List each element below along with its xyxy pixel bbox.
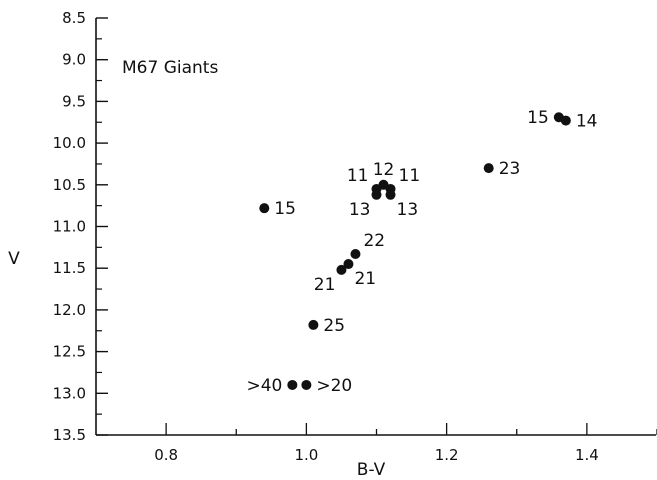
y-tick-label: 13.5 — [53, 426, 86, 444]
data-point — [259, 203, 270, 214]
plot-axes — [95, 18, 656, 436]
data-point — [287, 379, 298, 390]
point-label: 11 — [347, 166, 369, 186]
point-label: 22 — [363, 231, 385, 251]
point-label: 12 — [373, 160, 395, 180]
point-label: 13 — [397, 200, 419, 220]
point-label: 21 — [354, 269, 376, 289]
y-tick-label: 12.5 — [53, 343, 86, 361]
point-label: >40 — [246, 376, 282, 396]
point-label: 14 — [576, 112, 598, 132]
y-tick-label: 8.5 — [62, 9, 86, 27]
x-axis-label: B-V — [357, 460, 386, 480]
data-point — [385, 189, 396, 200]
point-label: >20 — [316, 376, 352, 396]
data-point — [301, 379, 312, 390]
point-label: 23 — [499, 159, 521, 179]
x-tick-label: 1.0 — [294, 446, 318, 464]
y-tick-label: 10.5 — [53, 176, 86, 194]
data-point — [560, 115, 571, 126]
y-axis-label: V — [8, 249, 20, 269]
y-tick-label: 10.0 — [53, 134, 86, 152]
data-point — [371, 189, 382, 200]
y-tick-label: 11.0 — [53, 218, 86, 236]
point-label: 15 — [527, 108, 549, 128]
point-label: 21 — [314, 275, 336, 295]
x-tick-label: 1.4 — [575, 446, 599, 464]
x-tick-label: 0.8 — [154, 446, 178, 464]
y-tick-label: 9.0 — [62, 51, 86, 69]
y-tick-label: 13.0 — [53, 384, 86, 402]
y-tick-label: 11.5 — [53, 259, 86, 277]
y-tick-label: 12.0 — [53, 301, 86, 319]
axis-ticks: 8.5 9.0 9.5 10.0 10.5 11.0 11.5 12.0 12.5 13.0 13.… — [53, 9, 657, 464]
chart-title: M67 Giants — [122, 58, 218, 78]
point-label: 11 — [399, 166, 421, 186]
point-label: 15 — [274, 199, 296, 219]
point-label: 25 — [323, 316, 345, 336]
data-points — [259, 112, 571, 390]
data-point — [483, 163, 494, 174]
y-tick-label: 9.5 — [62, 92, 86, 110]
x-tick-label: 1.2 — [435, 446, 459, 464]
data-point — [343, 259, 354, 270]
data-point — [350, 249, 361, 260]
point-label: 13 — [349, 200, 371, 220]
data-point — [308, 319, 319, 330]
data-point — [336, 264, 347, 275]
